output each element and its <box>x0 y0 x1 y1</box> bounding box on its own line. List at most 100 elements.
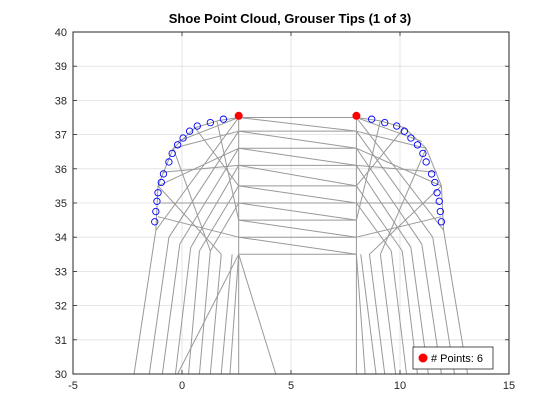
mesh-edge <box>155 117 240 231</box>
mesh-edge <box>220 254 233 375</box>
mesh-edge <box>360 254 377 375</box>
candidate-point <box>393 122 401 130</box>
mesh-edge <box>209 202 240 252</box>
candidate-point <box>206 118 214 127</box>
mesh-edge <box>390 250 408 375</box>
candidate-point <box>152 207 160 216</box>
mesh-edge <box>179 148 240 245</box>
candidate-point <box>381 118 389 127</box>
mesh-edge <box>177 117 239 142</box>
mesh-edge <box>168 130 240 238</box>
mesh-edge <box>356 117 422 142</box>
mesh-edge <box>355 147 423 245</box>
mesh-edge <box>190 165 240 248</box>
y-tick-label: 37 <box>55 130 67 142</box>
mesh-edge <box>177 254 240 375</box>
candidate-point <box>422 158 430 166</box>
mesh-edge <box>238 130 357 149</box>
candidate-point <box>433 189 441 197</box>
mesh-edge <box>174 247 192 375</box>
candidate-point <box>413 141 422 149</box>
mesh-edge <box>198 250 211 375</box>
mesh-edge <box>238 202 357 221</box>
mesh-edge <box>238 185 357 204</box>
mesh-edge <box>194 127 240 187</box>
y-tick-label: 38 <box>55 95 67 107</box>
selected-point <box>234 111 243 120</box>
candidate-point <box>151 218 159 226</box>
mesh-edge <box>157 185 222 255</box>
mesh-edge <box>172 148 211 252</box>
mesh-edge <box>133 230 157 375</box>
mesh-edge <box>238 117 357 132</box>
candidate-point <box>159 170 168 178</box>
mesh-edge <box>355 185 403 252</box>
plot-area: -5 0 5 10 15 30 31 32 33 34 35 36 37 38 39 40 <box>55 27 515 392</box>
candidate-point <box>168 149 176 158</box>
mesh-edge <box>162 164 239 173</box>
y-tick-label: 40 <box>55 27 67 39</box>
mesh-edge <box>356 127 405 187</box>
y-tick-label: 30 <box>55 369 67 381</box>
mesh-edge <box>238 254 277 375</box>
candidate-point <box>193 122 201 130</box>
mesh-edge <box>440 185 445 231</box>
candidate-point <box>219 115 228 123</box>
mesh-edge <box>369 185 442 255</box>
mesh-edge <box>425 148 442 187</box>
mesh-edge <box>355 130 434 238</box>
mesh-edge <box>356 164 438 173</box>
x-tick-label: 15 <box>503 380 515 392</box>
mesh-edge <box>356 147 442 187</box>
mesh-edge <box>209 254 222 375</box>
candidate-point <box>431 178 439 187</box>
mesh-edge <box>355 120 381 221</box>
y-axis-ticks: 30 31 32 33 34 35 36 37 38 39 40 <box>55 27 509 381</box>
y-tick-label: 31 <box>55 335 67 347</box>
candidate-point <box>427 170 436 178</box>
mesh-edge <box>355 165 412 248</box>
mesh-edge <box>379 148 427 255</box>
mesh-edge <box>188 250 200 375</box>
candidate-point <box>185 127 194 135</box>
x-axis-ticks: -5 0 5 10 15 <box>68 32 515 392</box>
candidate-point <box>435 197 443 205</box>
candidate-point <box>179 134 187 142</box>
x-tick-label: -5 <box>68 380 78 392</box>
legend-label: # Points: 6 <box>431 353 483 365</box>
selected-points-series <box>234 111 361 120</box>
mesh-series <box>133 117 469 375</box>
mesh-edge <box>172 127 196 149</box>
chart-title: Shoe Point Cloud, Grouser Tips (1 of 3) <box>169 11 411 26</box>
mesh-edge <box>157 147 239 187</box>
candidate-point <box>407 134 415 142</box>
candidate-point <box>436 207 444 216</box>
x-tick-label: 5 <box>288 380 294 392</box>
mesh-edge <box>368 254 386 375</box>
candidate-point <box>419 149 427 158</box>
mesh-edge <box>380 120 405 129</box>
mesh-edge <box>173 130 239 149</box>
mesh-edge <box>356 216 442 238</box>
mesh-edge <box>148 237 170 375</box>
mesh-edge <box>379 254 397 375</box>
mesh-edge <box>238 236 357 255</box>
legend: # Points: 6 <box>412 346 494 370</box>
selected-point <box>352 111 361 120</box>
candidate-points-series <box>151 115 446 226</box>
y-tick-label: 34 <box>55 232 67 244</box>
y-tick-label: 36 <box>55 164 67 176</box>
mesh-edge <box>161 243 181 375</box>
candidate-point <box>437 218 446 226</box>
candidate-point <box>154 189 162 197</box>
y-tick-label: 39 <box>55 61 67 73</box>
y-tick-label: 32 <box>55 301 67 313</box>
mesh-edge <box>157 216 239 238</box>
candidate-point <box>165 158 173 166</box>
mesh-edge <box>216 120 240 221</box>
mesh-edge <box>355 254 366 375</box>
legend-box <box>412 346 494 370</box>
mesh-edge <box>229 254 240 375</box>
y-tick-label: 35 <box>55 198 67 210</box>
